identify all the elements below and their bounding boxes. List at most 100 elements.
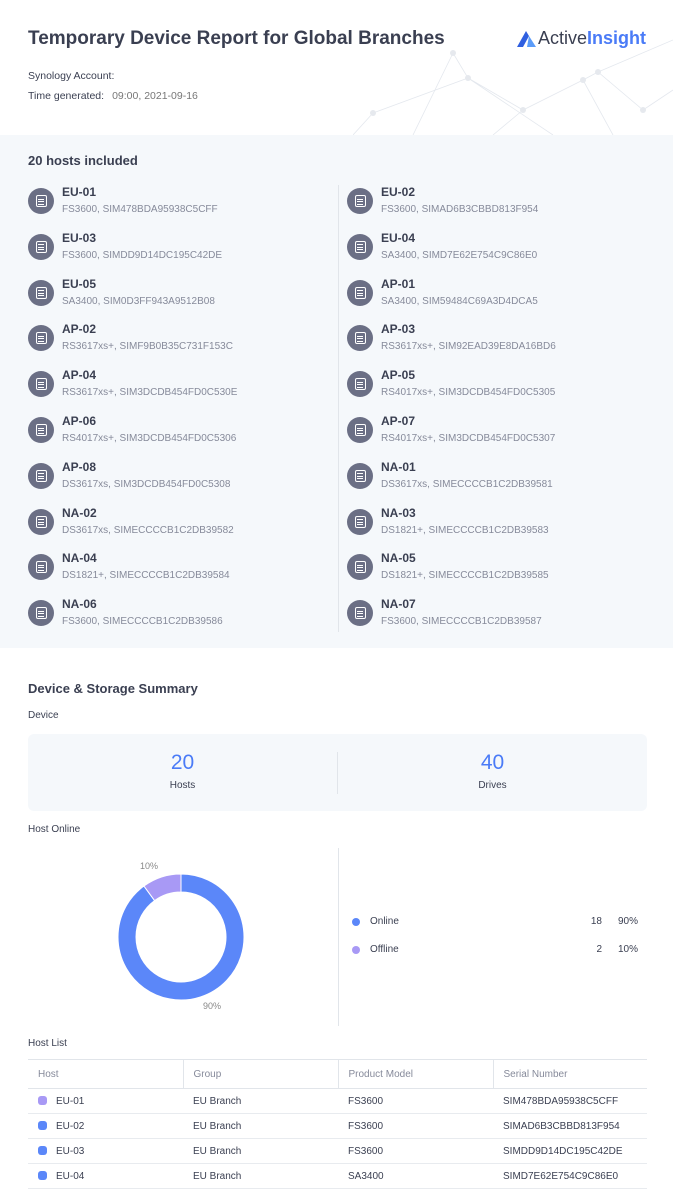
cell-group: EU Branch <box>183 1113 338 1139</box>
host-name: AP-06 <box>62 414 97 428</box>
cell-host: EU-02 <box>28 1113 183 1139</box>
drives-stat: 40 Drives <box>338 734 647 811</box>
host-list-table: Host Group Product Model Serial Number E… <box>28 1059 647 1189</box>
table-row[interactable]: EU-04 EU Branch SA3400 SIMD7E62E754C9C86E0 <box>28 1163 647 1189</box>
server-icon <box>28 325 54 352</box>
legend-swatch <box>352 945 360 954</box>
logo-icon <box>517 30 536 47</box>
host-item: AP-05 RS4017xs+, SIM3DCDB454FD0C5305 <box>347 368 647 398</box>
host-name: NA-06 <box>62 597 97 612</box>
device-label: Device <box>28 710 59 721</box>
host-name: EU-04 <box>381 230 416 245</box>
server-icon <box>347 233 373 260</box>
drives-label: Drives <box>478 780 507 791</box>
column-header-host[interactable]: Host <box>28 1059 184 1089</box>
cell-group: EU Branch <box>183 1088 338 1114</box>
host-list-label: Host List <box>28 1038 67 1049</box>
cell-model: FS3600 <box>338 1088 493 1114</box>
report-title: Temporary Device Report for Global Branc… <box>28 28 445 49</box>
legend-label: Online <box>370 916 399 927</box>
host-item: AP-07 RS4017xs+, SIM3DCDB454FD0C5307 <box>347 414 647 444</box>
host-item: NA-07 FS3600, SIMECCCCB1C2DB39587 <box>347 597 647 627</box>
host-online-donut-chart <box>117 873 245 1001</box>
logo-text-insight: Insight <box>587 28 647 48</box>
cell-model: SA3400 <box>338 1163 493 1189</box>
host-name: AP-08 <box>62 459 97 474</box>
server-icon <box>28 600 54 627</box>
network-background-decoration <box>353 39 673 135</box>
host-detail: SA3400, SIMD7E62E754C9C86E0 <box>381 249 538 261</box>
host-detail: RS4017xs+, SIM3DCDB454FD0C5307 <box>381 433 556 444</box>
online-data-label: 90% <box>203 1001 222 1011</box>
host-detail: DS1821+, SIMECCCCB1C2DB39583 <box>381 524 549 536</box>
server-icon <box>347 371 373 398</box>
server-icon <box>28 233 54 260</box>
hosts-label: Hosts <box>169 780 196 791</box>
host-item: AP-02 RS3617xs+, SIMF9B0B35C731F153C <box>28 322 328 352</box>
status-dot <box>38 1095 47 1105</box>
host-item: EU-05 SA3400, SIM0D3FF943A9512B08 <box>28 277 328 307</box>
legend-swatch <box>352 917 360 926</box>
host-detail: RS4017xs+, SIM3DCDB454FD0C5305 <box>381 387 556 399</box>
host-item: NA-02 DS3617xs, SIMECCCCB1C2DB39582 <box>28 506 328 536</box>
host-detail: FS3600, SIM478BDA95938C5CFF <box>62 204 218 215</box>
host-name: NA-05 <box>381 551 416 566</box>
donut-slice-online <box>117 873 245 1001</box>
table-row[interactable]: EU-03 EU Branch FS3600 SIMDD9D14DC195C42DE <box>28 1138 647 1164</box>
legend-label: Offline <box>370 944 399 955</box>
server-icon <box>347 600 373 627</box>
cell-serial: SIMD7E62E754C9C86E0 <box>493 1163 647 1189</box>
host-item: NA-05 DS1821+, SIMECCCCB1C2DB39585 <box>347 551 647 581</box>
host-detail: SA3400, SIM0D3FF943A9512B08 <box>62 295 215 307</box>
host-name: EU-02 <box>56 1120 85 1132</box>
host-item: NA-06 FS3600, SIMECCCCB1C2DB39586 <box>28 597 328 627</box>
status-dot <box>38 1170 47 1180</box>
cell-serial: SIMAD6B3CBBD813F954 <box>493 1113 647 1139</box>
host-name: EU-01 <box>62 185 97 199</box>
summary-title: Device & Storage Summary <box>28 681 198 696</box>
host-detail: RS3617xs+, SIM3DCDB454FD0C530E <box>62 387 238 399</box>
table-row[interactable]: EU-02 EU Branch FS3600 SIMAD6B3CBBD813F954 <box>28 1113 647 1139</box>
host-detail: FS3600, SIMECCCCB1C2DB39586 <box>62 616 223 628</box>
server-icon <box>28 371 54 398</box>
stat-divider <box>337 752 338 794</box>
legend-item-offline: Offline 2 10% <box>352 944 638 955</box>
host-detail: SA3400, SIM59484C69A3D4DCA5 <box>381 295 538 307</box>
host-online-label: Host Online <box>28 824 81 835</box>
host-name: EU-04 <box>56 1170 85 1182</box>
cell-group: EU Branch <box>183 1138 338 1164</box>
time-label: Time generated: <box>28 90 105 102</box>
host-name: AP-07 <box>381 414 416 428</box>
host-detail: DS3617xs, SIM3DCDB454FD0C5308 <box>62 478 231 490</box>
host-detail: RS4017xs+, SIM3DCDB454FD0C5306 <box>62 433 237 444</box>
column-header-serial-number[interactable]: Serial Number <box>493 1059 647 1089</box>
host-name: EU-03 <box>62 230 97 245</box>
hosts-included-title: 20 hosts included <box>28 153 138 168</box>
host-name: EU-05 <box>62 276 97 291</box>
column-header-group[interactable]: Group <box>183 1059 339 1089</box>
server-icon <box>347 462 373 489</box>
server-icon <box>28 279 54 306</box>
table-header-row: Host Group Product Model Serial Number <box>28 1059 647 1089</box>
host-name: AP-01 <box>381 276 416 291</box>
hosts-stat: 20 Hosts <box>28 734 337 811</box>
server-icon <box>347 554 373 581</box>
host-name: AP-04 <box>62 368 97 383</box>
host-item: EU-01 FS3600, SIM478BDA95938C5CFF <box>28 185 328 215</box>
column-header-product-model[interactable]: Product Model <box>338 1059 494 1089</box>
legend-percent: 90% <box>617 916 638 927</box>
host-name: NA-03 <box>381 505 416 520</box>
host-item: EU-02 FS3600, SIMAD6B3CBBD813F954 <box>347 185 647 215</box>
host-item: AP-01 SA3400, SIM59484C69A3D4DCA5 <box>347 277 647 307</box>
host-name: EU-03 <box>56 1145 85 1157</box>
cell-serial: SIMDD9D14DC195C42DE <box>493 1138 647 1164</box>
cell-model: FS3600 <box>338 1113 493 1139</box>
server-icon <box>347 279 373 306</box>
chart-divider <box>338 848 339 1026</box>
host-item: NA-04 DS1821+, SIMECCCCB1C2DB39584 <box>28 551 328 581</box>
host-item: AP-06 RS4017xs+, SIM3DCDB454FD0C5306 <box>28 414 328 444</box>
host-detail: FS3600, SIMECCCCB1C2DB39587 <box>381 616 542 628</box>
server-icon <box>347 508 373 535</box>
host-detail: FS3600, SIMAD6B3CBBD813F954 <box>381 204 539 215</box>
table-row[interactable]: EU-01 EU Branch FS3600 SIM478BDA95938C5CFF <box>28 1088 647 1114</box>
